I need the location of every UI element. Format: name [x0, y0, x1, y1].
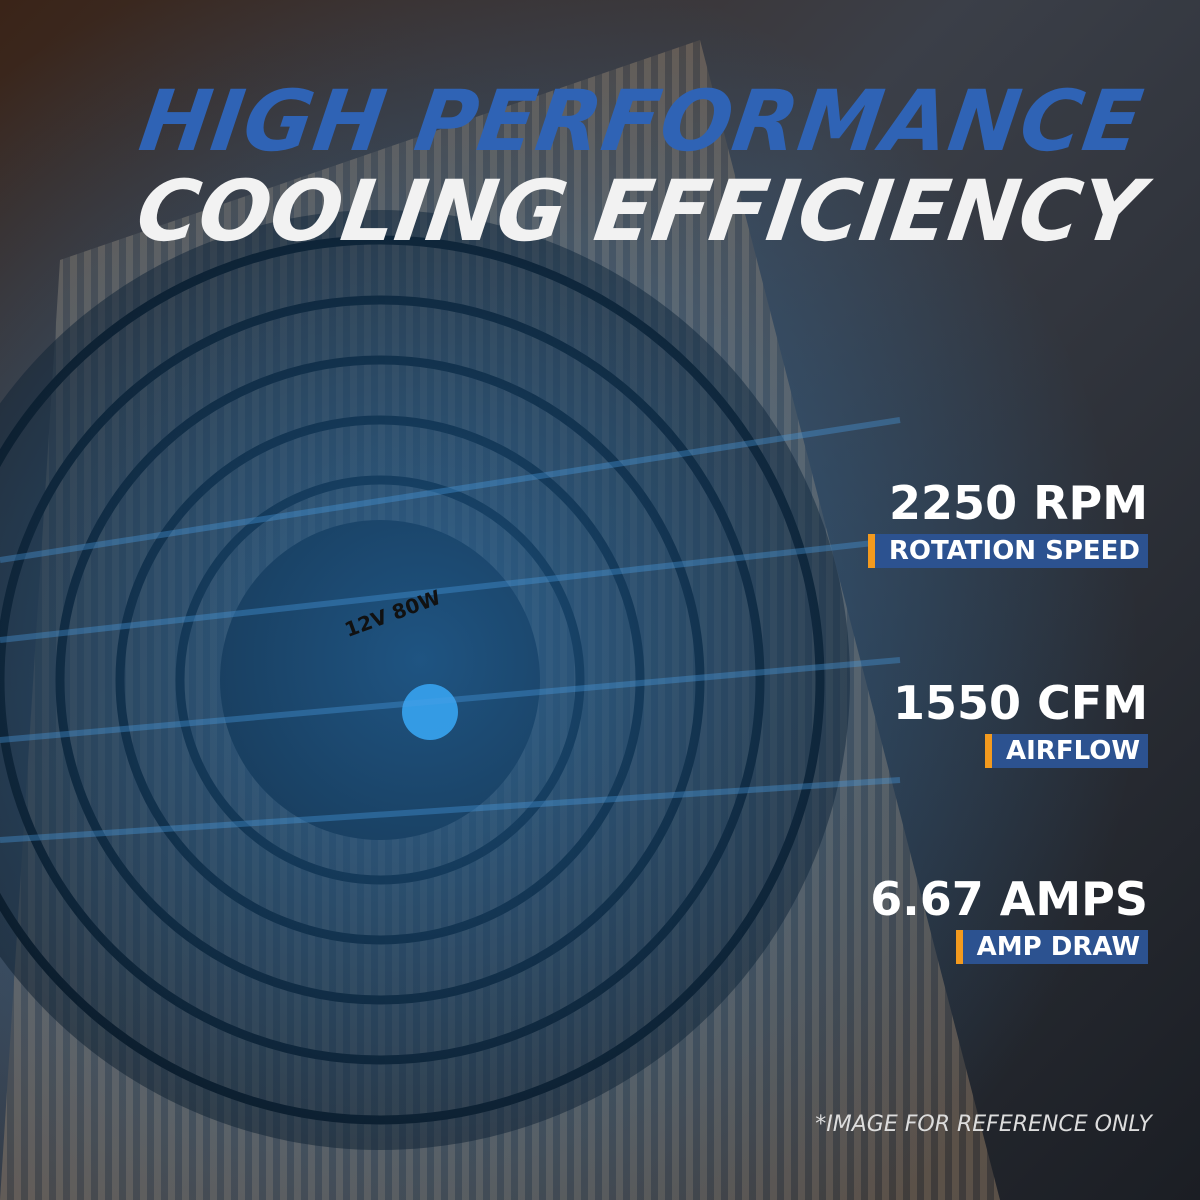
spec-label: AMP DRAW: [955, 930, 1148, 964]
spec-label: ROTATION SPEED: [867, 534, 1148, 568]
spec: 6.67 AMPS AMP DRAW: [870, 872, 1148, 964]
title-line-2: COOLING EFFICIENCY: [130, 162, 1149, 260]
spec-value: 6.67 AMPS: [870, 872, 1148, 926]
spec-label: AIRFLOW: [985, 734, 1148, 768]
spec: 1550 CFM AIRFLOW: [893, 676, 1148, 768]
spec-value: 2250 RPM: [889, 476, 1148, 530]
title-line-1: HIGH PERFORMANCE: [134, 72, 1149, 170]
disclaimer: *IMAGE FOR REFERENCE ONLY: [815, 1112, 1152, 1137]
spec: 2250 RPM ROTATION SPEED: [867, 476, 1148, 568]
spec-value: 1550 CFM: [893, 676, 1148, 730]
